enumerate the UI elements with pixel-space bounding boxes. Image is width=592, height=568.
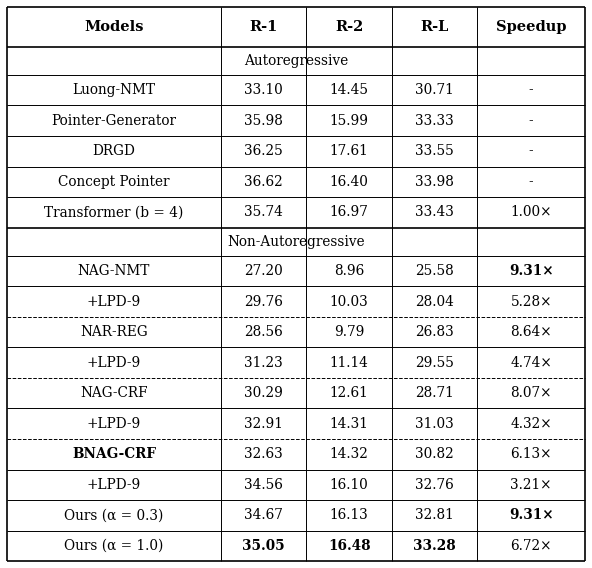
Text: 36.62: 36.62 [244, 175, 283, 189]
Text: 14.31: 14.31 [330, 417, 369, 431]
Text: 31.23: 31.23 [244, 356, 283, 370]
Text: 16.13: 16.13 [330, 508, 369, 523]
Text: 9.31×: 9.31× [509, 508, 554, 523]
Text: 8.96: 8.96 [334, 264, 364, 278]
Text: 6.13×: 6.13× [510, 448, 552, 461]
Text: 36.25: 36.25 [244, 144, 283, 158]
Text: Concept Pointer: Concept Pointer [58, 175, 170, 189]
Text: 30.82: 30.82 [416, 448, 454, 461]
Text: Transformer (b = 4): Transformer (b = 4) [44, 206, 184, 219]
Text: 33.33: 33.33 [416, 114, 454, 128]
Text: +LPD-9: +LPD-9 [87, 356, 141, 370]
Text: 6.72×: 6.72× [510, 539, 552, 553]
Text: 1.00×: 1.00× [510, 206, 552, 219]
Text: NAG-NMT: NAG-NMT [78, 264, 150, 278]
Text: 30.71: 30.71 [416, 83, 454, 97]
Text: 3.21×: 3.21× [510, 478, 552, 492]
Text: 17.61: 17.61 [330, 144, 369, 158]
Text: 14.32: 14.32 [330, 448, 369, 461]
Text: NAG-CRF: NAG-CRF [80, 386, 148, 400]
Text: 8.07×: 8.07× [510, 386, 552, 400]
Text: Non-Autoregressive: Non-Autoregressive [227, 235, 365, 249]
Text: DRGD: DRGD [92, 144, 136, 158]
Text: 28.56: 28.56 [244, 325, 283, 339]
Text: R-2: R-2 [335, 20, 363, 34]
Text: 16.48: 16.48 [328, 539, 371, 553]
Text: 10.03: 10.03 [330, 295, 369, 308]
Text: Autoregressive: Autoregressive [244, 54, 348, 68]
Text: 33.28: 33.28 [413, 539, 456, 553]
Text: 32.76: 32.76 [416, 478, 454, 492]
Text: 14.45: 14.45 [330, 83, 369, 97]
Text: -: - [529, 83, 533, 97]
Text: 33.43: 33.43 [415, 206, 454, 219]
Text: 27.20: 27.20 [244, 264, 283, 278]
Text: Luong-NMT: Luong-NMT [72, 83, 156, 97]
Text: -: - [529, 114, 533, 128]
Text: 32.81: 32.81 [416, 508, 454, 523]
Text: 4.74×: 4.74× [510, 356, 552, 370]
Text: 12.61: 12.61 [330, 386, 369, 400]
Text: 33.98: 33.98 [415, 175, 454, 189]
Text: 33.10: 33.10 [244, 83, 283, 97]
Text: 16.97: 16.97 [330, 206, 369, 219]
Text: 28.71: 28.71 [416, 386, 454, 400]
Text: 34.67: 34.67 [244, 508, 283, 523]
Text: 26.83: 26.83 [416, 325, 454, 339]
Text: NAR-REG: NAR-REG [80, 325, 148, 339]
Text: 29.76: 29.76 [244, 295, 283, 308]
Text: Ours (α = 1.0): Ours (α = 1.0) [65, 539, 163, 553]
Text: 31.03: 31.03 [416, 417, 454, 431]
Text: 15.99: 15.99 [330, 114, 369, 128]
Text: 28.04: 28.04 [415, 295, 454, 308]
Text: Pointer-Generator: Pointer-Generator [52, 114, 176, 128]
Text: 32.91: 32.91 [244, 417, 283, 431]
Text: +LPD-9: +LPD-9 [87, 417, 141, 431]
Text: 16.10: 16.10 [330, 478, 369, 492]
Text: R-1: R-1 [249, 20, 278, 34]
Text: 9.31×: 9.31× [509, 264, 554, 278]
Text: 9.79: 9.79 [334, 325, 364, 339]
Text: 34.56: 34.56 [244, 478, 283, 492]
Text: -: - [529, 175, 533, 189]
Text: 4.32×: 4.32× [510, 417, 552, 431]
Text: 35.05: 35.05 [242, 539, 285, 553]
Text: +LPD-9: +LPD-9 [87, 295, 141, 308]
Text: 16.40: 16.40 [330, 175, 369, 189]
Text: Models: Models [84, 20, 144, 34]
Text: 35.98: 35.98 [244, 114, 283, 128]
Text: 33.55: 33.55 [416, 144, 454, 158]
Text: 8.64×: 8.64× [510, 325, 552, 339]
Text: 32.63: 32.63 [244, 448, 283, 461]
Text: 5.28×: 5.28× [510, 295, 552, 308]
Text: 29.55: 29.55 [415, 356, 454, 370]
Text: 25.58: 25.58 [416, 264, 454, 278]
Text: 35.74: 35.74 [244, 206, 283, 219]
Text: -: - [529, 144, 533, 158]
Text: 11.14: 11.14 [330, 356, 369, 370]
Text: Speedup: Speedup [496, 20, 567, 34]
Text: Ours (α = 0.3): Ours (α = 0.3) [65, 508, 163, 523]
Text: BNAG-CRF: BNAG-CRF [72, 448, 156, 461]
Text: 30.29: 30.29 [244, 386, 283, 400]
Text: R-L: R-L [420, 20, 449, 34]
Text: +LPD-9: +LPD-9 [87, 478, 141, 492]
